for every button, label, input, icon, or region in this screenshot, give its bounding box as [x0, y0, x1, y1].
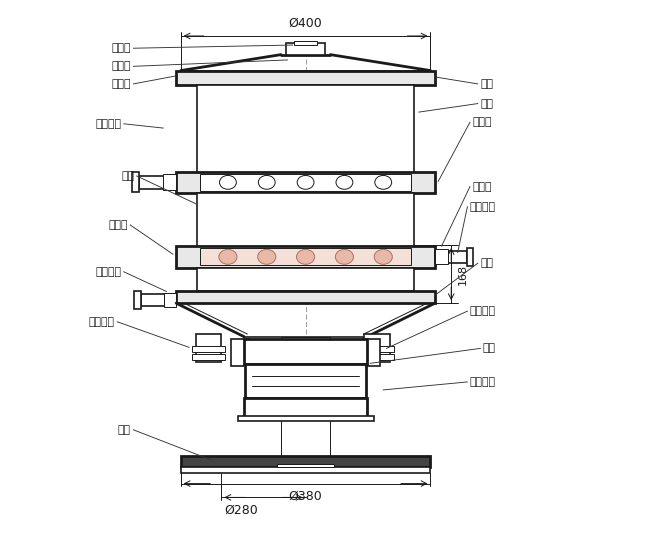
Bar: [132, 172, 138, 193]
Circle shape: [335, 249, 354, 264]
Bar: [176, 172, 435, 193]
Bar: [360, 346, 394, 351]
Bar: [138, 176, 176, 189]
Text: 弹跳球: 弹跳球: [473, 181, 492, 192]
Text: Ø400: Ø400: [289, 17, 322, 29]
Bar: [192, 354, 226, 360]
Text: 上框: 上框: [480, 79, 493, 89]
Bar: [250, 342, 361, 361]
Text: Ø380: Ø380: [289, 490, 322, 503]
Text: 电机: 电机: [483, 343, 496, 354]
Text: 底座: 底座: [118, 425, 131, 435]
Text: 168: 168: [458, 264, 468, 285]
Bar: [277, 464, 334, 467]
Bar: [364, 334, 390, 362]
Bar: [244, 339, 367, 364]
Bar: [140, 294, 176, 306]
Bar: [181, 467, 430, 473]
Text: 下卸重锤: 下卸重锤: [470, 377, 496, 387]
Text: 中出料口: 中出料口: [470, 202, 496, 212]
Bar: [294, 41, 317, 45]
Text: 进料口: 进料口: [111, 43, 131, 53]
Bar: [164, 293, 176, 308]
Circle shape: [336, 175, 353, 189]
Text: 减震弹簧: 减震弹簧: [88, 317, 114, 327]
Bar: [196, 334, 222, 362]
Circle shape: [258, 175, 275, 189]
Text: 中框: 中框: [121, 171, 134, 181]
Bar: [176, 246, 435, 268]
Bar: [200, 174, 411, 191]
Circle shape: [297, 175, 314, 189]
Text: 粗出料口: 粗出料口: [95, 119, 121, 129]
Bar: [360, 354, 394, 360]
Text: 底框: 底框: [480, 258, 493, 268]
Bar: [281, 337, 330, 459]
Circle shape: [374, 249, 393, 264]
Bar: [197, 268, 414, 292]
Text: 防尘盖: 防尘盖: [111, 62, 131, 71]
Bar: [197, 86, 414, 182]
Bar: [435, 251, 467, 263]
Bar: [197, 193, 414, 257]
Text: 网架: 网架: [480, 98, 493, 109]
Text: 细出料口: 细出料口: [95, 267, 121, 277]
Bar: [246, 364, 366, 399]
Wedge shape: [262, 246, 325, 300]
Wedge shape: [289, 227, 356, 286]
Bar: [244, 399, 367, 417]
Bar: [176, 71, 435, 86]
Text: Ø280: Ø280: [225, 504, 259, 517]
Bar: [467, 248, 473, 266]
Text: DAHAN: DAHAN: [232, 250, 379, 285]
Circle shape: [257, 249, 276, 264]
Text: 小束环: 小束环: [111, 79, 131, 89]
Text: 大束环: 大束环: [108, 220, 127, 230]
Bar: [435, 249, 448, 264]
Bar: [238, 416, 374, 421]
Bar: [163, 174, 176, 190]
Circle shape: [375, 175, 392, 189]
Bar: [134, 291, 140, 309]
Circle shape: [219, 249, 237, 264]
Text: 挡球环: 挡球环: [473, 117, 492, 127]
Bar: [231, 339, 249, 366]
Bar: [181, 456, 430, 467]
Bar: [200, 248, 411, 265]
Circle shape: [296, 249, 315, 264]
Circle shape: [220, 175, 237, 189]
Bar: [192, 346, 226, 351]
Bar: [176, 292, 435, 303]
Bar: [362, 339, 380, 366]
Text: 上卸重锤: 上卸重锤: [470, 306, 496, 316]
Bar: [286, 43, 325, 55]
